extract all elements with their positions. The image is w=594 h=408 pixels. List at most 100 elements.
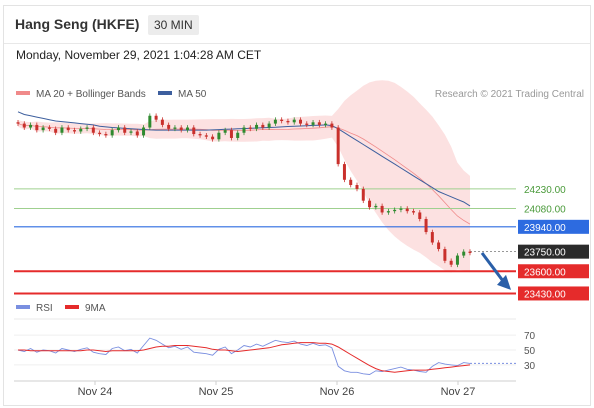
candle-body xyxy=(47,127,51,129)
chart-header: Hang Seng (HKFE) 30 MIN xyxy=(4,6,590,44)
candle-body xyxy=(211,136,215,140)
candle-body xyxy=(179,127,183,131)
candle-body xyxy=(292,119,296,123)
rsi-tick-label: 70 xyxy=(524,331,536,342)
candle-body xyxy=(60,127,64,133)
candle-body xyxy=(412,211,415,213)
candle-body xyxy=(91,127,95,133)
rsi-ma-line xyxy=(18,342,471,373)
candle-body xyxy=(311,122,315,125)
candle-body xyxy=(361,188,365,201)
candle-body xyxy=(66,127,70,131)
candle-body xyxy=(255,124,259,129)
candle-body xyxy=(248,127,252,129)
instrument-title: Hang Seng (HKFE) xyxy=(15,16,140,32)
bollinger-band xyxy=(17,80,471,273)
candle-body xyxy=(342,164,346,180)
candle-body xyxy=(236,132,240,138)
candle-body xyxy=(104,134,108,136)
candle-body xyxy=(368,200,372,208)
candle-body xyxy=(443,249,447,261)
candle-body xyxy=(229,130,233,138)
ma50-legend-swatch xyxy=(158,91,172,95)
copyright-label: Research © 2021 Trading Central xyxy=(435,89,584,100)
ma50-legend-label: MA 50 xyxy=(178,89,207,100)
candle-body xyxy=(22,123,26,128)
candle-body xyxy=(399,208,403,210)
candle-body xyxy=(192,127,196,135)
support-value: 23600.00 xyxy=(524,267,566,278)
candle-body xyxy=(286,120,290,123)
candle-body xyxy=(393,209,397,212)
candle-body xyxy=(273,119,277,124)
candle-body xyxy=(129,131,133,133)
support-value: 23430.00 xyxy=(524,289,566,300)
candle-body xyxy=(79,128,83,132)
candle-body xyxy=(198,134,202,136)
price-levels xyxy=(14,188,518,295)
pivot-tag xyxy=(518,219,589,234)
candle-body xyxy=(462,251,466,256)
chart-widget: Hang Seng (HKFE) 30 MIN Monday, November… xyxy=(3,5,591,406)
resistance-value: 24230.00 xyxy=(524,185,566,196)
x-axis-ticks: Nov 24 Nov 25 Nov 26 Nov 27 xyxy=(78,381,476,398)
candle-body xyxy=(204,135,208,137)
candle-body xyxy=(217,132,221,140)
rsi-tick-label: 30 xyxy=(524,361,536,372)
rsi-ma-legend-label: 9MA xyxy=(85,303,106,314)
candle-body xyxy=(418,212,422,219)
rsi-line xyxy=(17,337,471,375)
rsi-legend-swatch xyxy=(16,305,30,309)
forecast-arrow-shaft xyxy=(480,252,505,282)
candle-body xyxy=(336,127,340,165)
candle-body xyxy=(305,123,309,125)
candle-body xyxy=(154,115,158,120)
bollinger-legend-label: MA 20 + Bollinger Bands xyxy=(36,89,146,100)
candle-body xyxy=(374,205,378,208)
x-tick-label: Nov 27 xyxy=(441,386,476,398)
candle-body xyxy=(167,124,171,129)
candle-body xyxy=(135,131,139,136)
candle-body xyxy=(317,122,321,125)
candlesticks xyxy=(16,113,472,268)
rsi-ma-legend-swatch xyxy=(65,305,79,309)
candle-body xyxy=(54,128,58,133)
rsi-tick-label: 50 xyxy=(524,346,536,357)
candle-body xyxy=(449,260,453,265)
candle-body xyxy=(41,127,45,131)
last-price-tag xyxy=(518,244,589,259)
candle-body xyxy=(280,119,284,121)
candle-body xyxy=(110,130,114,136)
candle-body xyxy=(267,123,271,128)
support-tag xyxy=(518,264,589,279)
candle-body xyxy=(123,127,127,133)
candle-body xyxy=(386,211,390,213)
candle-body xyxy=(424,218,428,233)
last-price-value: 23750.00 xyxy=(524,248,566,259)
candle-body xyxy=(223,130,227,133)
pivot-value: 23940.00 xyxy=(524,223,566,234)
candle-body xyxy=(85,127,89,129)
candle-body xyxy=(355,185,359,189)
candle-body xyxy=(173,127,177,129)
resistance-value: 24080.00 xyxy=(524,205,566,216)
candle-body xyxy=(116,127,120,131)
candle-body xyxy=(468,251,472,253)
forecast-arrow xyxy=(480,252,511,290)
candle-body xyxy=(142,127,146,136)
candle-body xyxy=(73,130,76,132)
candle-body xyxy=(242,127,246,133)
timeframe-badge[interactable]: 30 MIN xyxy=(148,15,199,35)
candle-body xyxy=(35,124,39,131)
candle-body xyxy=(98,132,102,135)
candle-body xyxy=(330,123,334,128)
candle-body xyxy=(324,123,328,125)
rsi-legend-label: RSI xyxy=(36,303,53,314)
x-tick-label: Nov 24 xyxy=(78,386,113,398)
forecast-arrow-head xyxy=(497,274,511,290)
candle-body xyxy=(16,122,20,124)
candle-body xyxy=(29,124,33,128)
rsi-panel: 70 50 30 xyxy=(14,331,536,375)
x-tick-label: Nov 26 xyxy=(320,386,355,398)
candle-body xyxy=(430,232,434,243)
